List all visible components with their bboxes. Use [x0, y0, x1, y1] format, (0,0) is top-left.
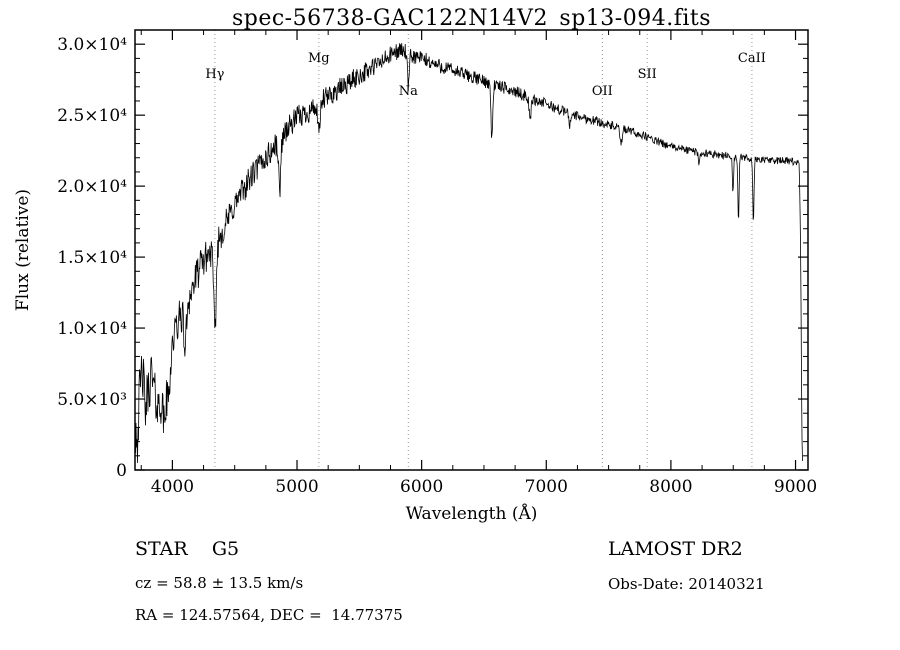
x-axis-title: Wavelength (Å): [405, 504, 538, 524]
svg-text:Na: Na: [399, 84, 418, 99]
tick-labels: 4000 5000 6000 7000 8000 9000 0 5.0×10³ 1.0×10⁴ 1…: [57, 35, 817, 497]
svg-text:Mg: Mg: [308, 51, 330, 66]
svg-text:SII: SII: [638, 67, 657, 82]
spectral-line-labels: Hγ Mg Na OII SII CaII: [205, 51, 766, 99]
svg-text:5000: 5000: [275, 477, 318, 497]
spectrum-trace: [135, 43, 803, 463]
cz-value: cz = 58.8 ± 13.5 km/s: [135, 574, 304, 592]
svg-text:3.0×10⁴: 3.0×10⁴: [57, 35, 127, 55]
svg-text:CaII: CaII: [738, 51, 766, 66]
plot-title: spec-56738-GAC122N14V2_sp13-094.fits: [231, 6, 712, 31]
svg-text:2.5×10⁴: 2.5×10⁴: [57, 106, 127, 126]
svg-text:1.5×10⁴: 1.5×10⁴: [57, 248, 127, 268]
svg-text:7000: 7000: [525, 477, 568, 497]
spectral-line-markers: [214, 30, 753, 470]
svg-text:8000: 8000: [649, 477, 692, 497]
svg-text:1.0×10⁴: 1.0×10⁴: [57, 319, 127, 339]
svg-text:5.0×10³: 5.0×10³: [57, 390, 127, 410]
axes: [134, 29, 809, 471]
svg-text:OII: OII: [592, 84, 613, 99]
svg-text:2.0×10⁴: 2.0×10⁴: [57, 177, 127, 197]
svg-text:9000: 9000: [774, 477, 817, 497]
object-class-label: STAR G5: [135, 538, 240, 560]
svg-text:0: 0: [116, 461, 127, 481]
svg-text:4000: 4000: [151, 477, 194, 497]
svg-text:Hγ: Hγ: [205, 67, 224, 82]
svg-text:6000: 6000: [400, 477, 443, 497]
obs-date: Obs-Date: 20140321: [608, 575, 765, 593]
ra-dec-coords: RA = 124.57564, DEC = 14.77375: [135, 606, 403, 624]
survey-label: LAMOST DR2: [608, 538, 743, 560]
